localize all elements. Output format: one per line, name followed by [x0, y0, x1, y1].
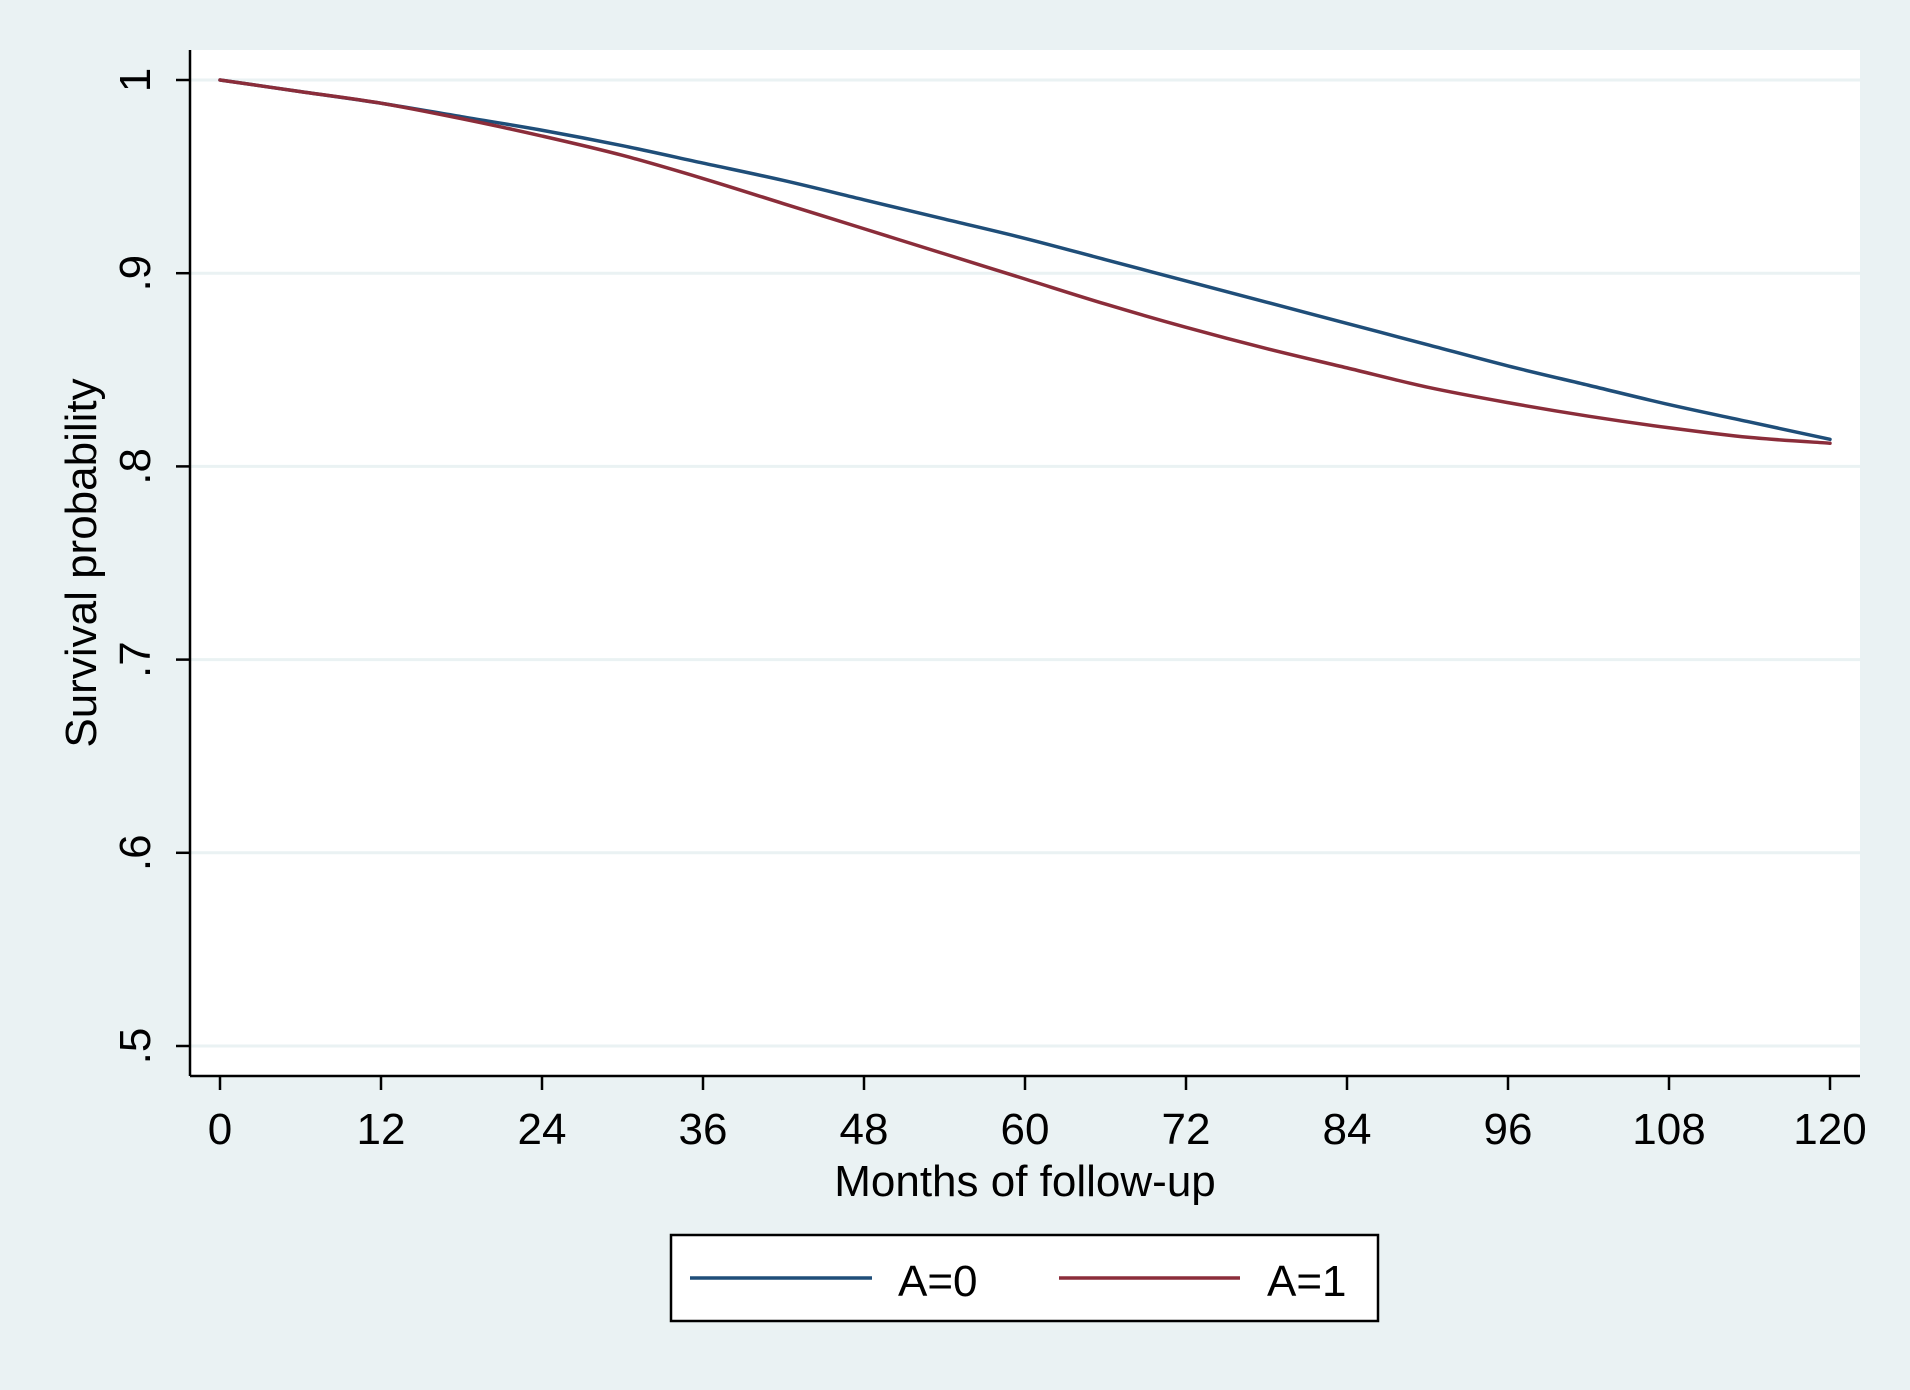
x-tick-label-3: 36 — [679, 1105, 728, 1154]
x-tick-label-1: 12 — [357, 1105, 406, 1154]
x-tick-label-8: 96 — [1484, 1105, 1533, 1154]
series-line-a1 — [218, 78, 1832, 445]
y-tick-label-4: .9 — [111, 255, 160, 292]
series-group — [218, 78, 1832, 445]
x-tick-label-4: 48 — [840, 1105, 889, 1154]
y-axis-title: Survival probability — [57, 378, 106, 747]
x-tick-label-2: 24 — [518, 1105, 567, 1154]
series-line-a0 — [218, 78, 1832, 442]
legend-label-a0: A=0 — [898, 1257, 978, 1306]
y-tick-label-1: .6 — [111, 834, 160, 871]
x-ticks: 0 12 24 36 48 60 72 84 96 108 120 — [208, 1076, 1867, 1154]
x-axis-title: Months of follow-up — [834, 1157, 1216, 1206]
legend-label-a1: A=1 — [1267, 1257, 1347, 1306]
x-tick-label-9: 108 — [1632, 1105, 1705, 1154]
x-tick-label-7: 84 — [1323, 1105, 1372, 1154]
legend-box — [669, 1233, 1380, 1323]
x-tick-label-6: 72 — [1162, 1105, 1211, 1154]
x-tick-label-0: 0 — [208, 1105, 232, 1154]
gridlines — [190, 78, 1860, 1048]
x-tick-label-10: 120 — [1793, 1105, 1866, 1154]
x-tick-label-5: 60 — [1001, 1105, 1050, 1154]
y-tick-label-0: .5 — [111, 1028, 160, 1065]
y-tick-label-5: 1 — [111, 68, 160, 92]
y-tick-label-3: .8 — [111, 448, 160, 485]
y-ticks: .5 .6 .7 .8 .9 1 — [111, 68, 190, 1065]
legend: A=0 A=1 — [669, 1233, 1380, 1323]
plot-area — [190, 50, 1860, 1076]
y-tick-label-2: .7 — [111, 641, 160, 678]
